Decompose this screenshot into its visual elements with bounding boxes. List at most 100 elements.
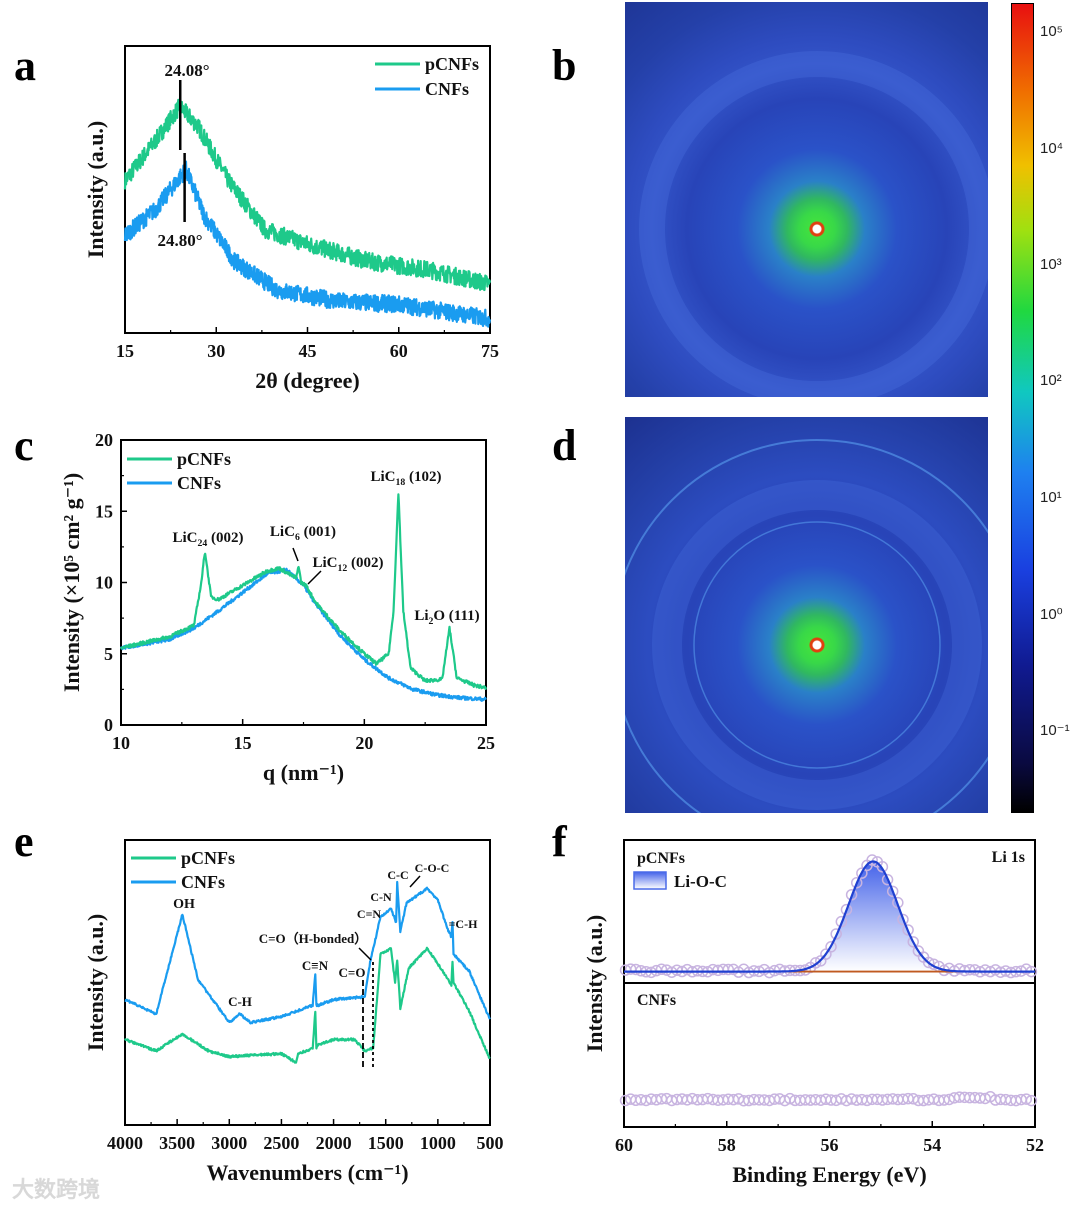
data-point-pCNFs — [809, 957, 822, 969]
x-tick-label: 1500 — [368, 1133, 404, 1153]
colorbar-tick-label: 10⁰ — [1040, 606, 1063, 623]
panel-label-CNFs: CNFs — [637, 992, 676, 1009]
plot-frame-e — [124, 839, 491, 1126]
colorbar-tick-label: 10⁻¹ — [1040, 722, 1070, 739]
legend-label-CNFs: CNFs — [425, 79, 469, 99]
y-tick-label: 15 — [95, 501, 113, 521]
x-tick-label: 15 — [234, 733, 252, 753]
peak-annotation: Li2O (111) — [414, 608, 479, 627]
x-tick-label: 2500 — [263, 1133, 299, 1153]
x-axis-label: Binding Energy (eV) — [732, 1162, 926, 1187]
colorbar-tick-label: 10¹ — [1040, 489, 1062, 506]
data-point-pCNFs — [830, 928, 842, 940]
x-tick-label: 1000 — [420, 1133, 456, 1153]
x-tick-label: 20 — [355, 733, 373, 753]
x-tick-label: 60 — [390, 341, 408, 361]
y-tick-label: 0 — [104, 715, 113, 735]
x-tick-label: 30 — [207, 341, 225, 361]
data-point-pCNFs — [881, 873, 894, 886]
x-tick-label: 75 — [481, 341, 499, 361]
legend-label-pCNFs: pCNFs — [181, 848, 235, 868]
x-tick-label: 3500 — [159, 1133, 195, 1153]
data-point-pCNFs — [845, 889, 858, 901]
data-point-pCNFs — [840, 903, 853, 916]
colorbar-tick-label: 10⁵ — [1040, 23, 1063, 40]
x-axis-label: 2θ (degree) — [255, 368, 360, 393]
band-annotation: C-O-C — [415, 861, 450, 875]
scattering-image-d — [625, 417, 988, 813]
scattering-image-b — [625, 2, 988, 397]
y-axis-label: Intensity (a.u.) — [582, 915, 607, 1053]
data-point-pCNFs — [876, 861, 889, 873]
annotation-label: 24.08° — [164, 61, 209, 80]
legend-swatch-Li-O-C — [633, 871, 667, 890]
data-point-CNFs — [1020, 1093, 1033, 1105]
sharp-ring-inner — [693, 521, 941, 769]
data-point-CNFs — [943, 1093, 955, 1106]
x-tick-label: 3000 — [211, 1133, 247, 1153]
y-tick-label: 10 — [95, 573, 113, 593]
x-tick-label: 4000 — [107, 1133, 143, 1153]
legend-label-CNFs: CNFs — [181, 872, 225, 892]
data-point-pCNFs — [722, 963, 735, 976]
x-tick-label: 60 — [615, 1135, 633, 1155]
peak-annotation: LiC12 (002) — [312, 555, 383, 574]
band-annotation: C=O — [339, 965, 366, 980]
x-tick-label: 15 — [116, 341, 134, 361]
diffuse-ring — [652, 480, 982, 810]
x-tick-label: 2000 — [316, 1133, 352, 1153]
panel-letter-c: c — [14, 421, 34, 470]
panel-letter-d: d — [552, 421, 577, 470]
x-axis-label: q (nm⁻¹) — [263, 760, 344, 785]
peak-annotation: LiC24 (002) — [172, 530, 243, 549]
band-annotation: OH — [173, 897, 195, 912]
colorbar — [1011, 3, 1034, 813]
band-annotation: C-H — [228, 994, 252, 1009]
annotation-label: 24.80° — [157, 231, 202, 250]
fit-curve — [624, 860, 1035, 973]
series-line-pCNFs — [123, 946, 491, 1064]
data-point-pCNFs — [866, 854, 878, 866]
data-point-pCNFs — [907, 936, 919, 948]
colorbar-tick-label: 10³ — [1040, 256, 1062, 273]
band-annotation: C=O（H-bonded） — [259, 931, 368, 946]
scattering-rings-d — [625, 439, 988, 813]
panel-letter-a: a — [14, 41, 36, 90]
legend-label-pCNFs: pCNFs — [177, 449, 231, 469]
data-point-pCNFs — [850, 876, 863, 889]
band-annotation: C-C — [387, 868, 408, 882]
x-tick-label: 56 — [821, 1135, 839, 1155]
y-tick-label: 20 — [95, 430, 113, 450]
data-point-CNFs — [1025, 1094, 1038, 1107]
data-point-pCNFs — [902, 924, 914, 936]
colorbar-tick-label: 10² — [1040, 372, 1062, 389]
x-tick-label: 54 — [923, 1135, 941, 1155]
colorbar-tick-label: 10⁴ — [1040, 140, 1064, 157]
y-tick-label: 5 — [104, 644, 113, 664]
annotation-arrow — [292, 547, 299, 562]
y-axis-label: Intensity (a.u.) — [83, 121, 108, 259]
band-annotation: C=N — [357, 907, 382, 921]
data-point-pCNFs — [922, 956, 935, 969]
region-label: Li 1s — [992, 849, 1025, 866]
annotation-arrow — [409, 875, 421, 888]
series-line-pCNFs — [123, 98, 492, 292]
panel-letter-f: f — [552, 817, 567, 866]
legend-label-pCNFs: pCNFs — [425, 54, 479, 74]
x-tick-label: 52 — [1026, 1135, 1044, 1155]
x-tick-label: 25 — [477, 733, 495, 753]
annotation-arrow — [358, 947, 372, 961]
data-point-pCNFs — [655, 963, 668, 976]
data-point-pCNFs — [856, 867, 868, 879]
data-point-pCNFs — [886, 885, 899, 898]
diffuse-ring — [639, 51, 988, 397]
y-axis-label: Intensity (×10⁵ cm² g⁻¹) — [59, 473, 84, 692]
band-annotation: C≡N — [302, 958, 329, 973]
x-axis-label: Wavenumbers (cm⁻¹) — [206, 1160, 408, 1185]
peak-annotation: LiC6 (001) — [270, 524, 336, 543]
peak-annotation: LiC18 (102) — [370, 469, 441, 488]
y-axis-label: Intensity (a.u.) — [83, 914, 108, 1052]
scattering-rings-b — [639, 51, 988, 397]
x-tick-label: 58 — [718, 1135, 736, 1155]
